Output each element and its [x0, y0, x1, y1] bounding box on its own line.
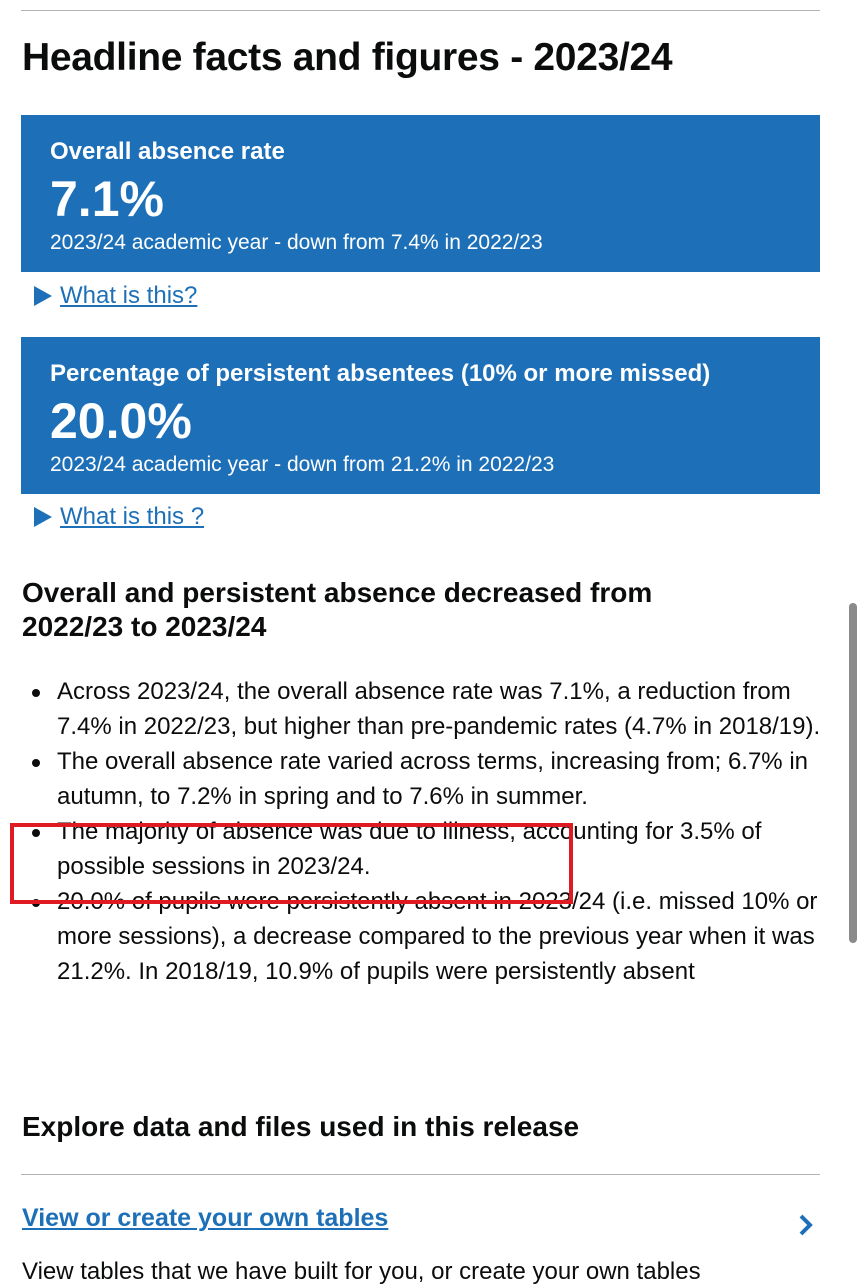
- view-create-tables-link[interactable]: View or create your own tables: [22, 1204, 389, 1232]
- details-toggle-absence-rate[interactable]: What is this?: [34, 282, 197, 310]
- scrollbar-thumb[interactable]: [849, 603, 857, 943]
- headline-card-absence-rate: Overall absence rate 7.1% 2023/24 academ…: [21, 115, 820, 272]
- section-divider: [21, 1174, 820, 1175]
- key-points-list: Across 2023/24, the overall absence rate…: [22, 674, 832, 989]
- page-title: Headline facts and figures - 2023/24: [22, 36, 673, 79]
- list-item: The majority of absence was due to illne…: [22, 814, 832, 884]
- list-item: The overall absence rate varied across t…: [22, 744, 832, 814]
- card-value: 20.0%: [50, 393, 192, 449]
- details-summary[interactable]: What is this?: [60, 282, 198, 309]
- card-subtitle: 2023/24 academic year - down from 21.2% …: [50, 453, 555, 476]
- list-item: 20.0% of pupils were persistently absent…: [22, 884, 832, 989]
- card-value: 7.1%: [50, 171, 164, 227]
- tables-description: View tables that we have built for you, …: [22, 1258, 701, 1285]
- details-summary[interactable]: What is this ?: [60, 503, 205, 530]
- card-label: Overall absence rate: [50, 138, 285, 165]
- card-subtitle: 2023/24 academic year - down from 7.4% i…: [50, 231, 543, 254]
- explore-heading: Explore data and files used in this rele…: [22, 1111, 580, 1142]
- card-label: Percentage of persistent absentees (10% …: [50, 360, 711, 387]
- triangle-right-icon: [34, 286, 52, 306]
- list-item: Across 2023/24, the overall absence rate…: [22, 674, 832, 744]
- triangle-right-icon: [34, 507, 52, 527]
- details-toggle-persistent[interactable]: What is this ?: [34, 503, 204, 531]
- highlight-annotation-box: [10, 823, 573, 904]
- headline-card-persistent-absentees: Percentage of persistent absentees (10% …: [21, 337, 820, 494]
- chevron-right-icon[interactable]: [797, 1213, 815, 1237]
- section-heading: Overall and persistent absence decreased…: [22, 577, 653, 642]
- top-divider: [21, 10, 820, 11]
